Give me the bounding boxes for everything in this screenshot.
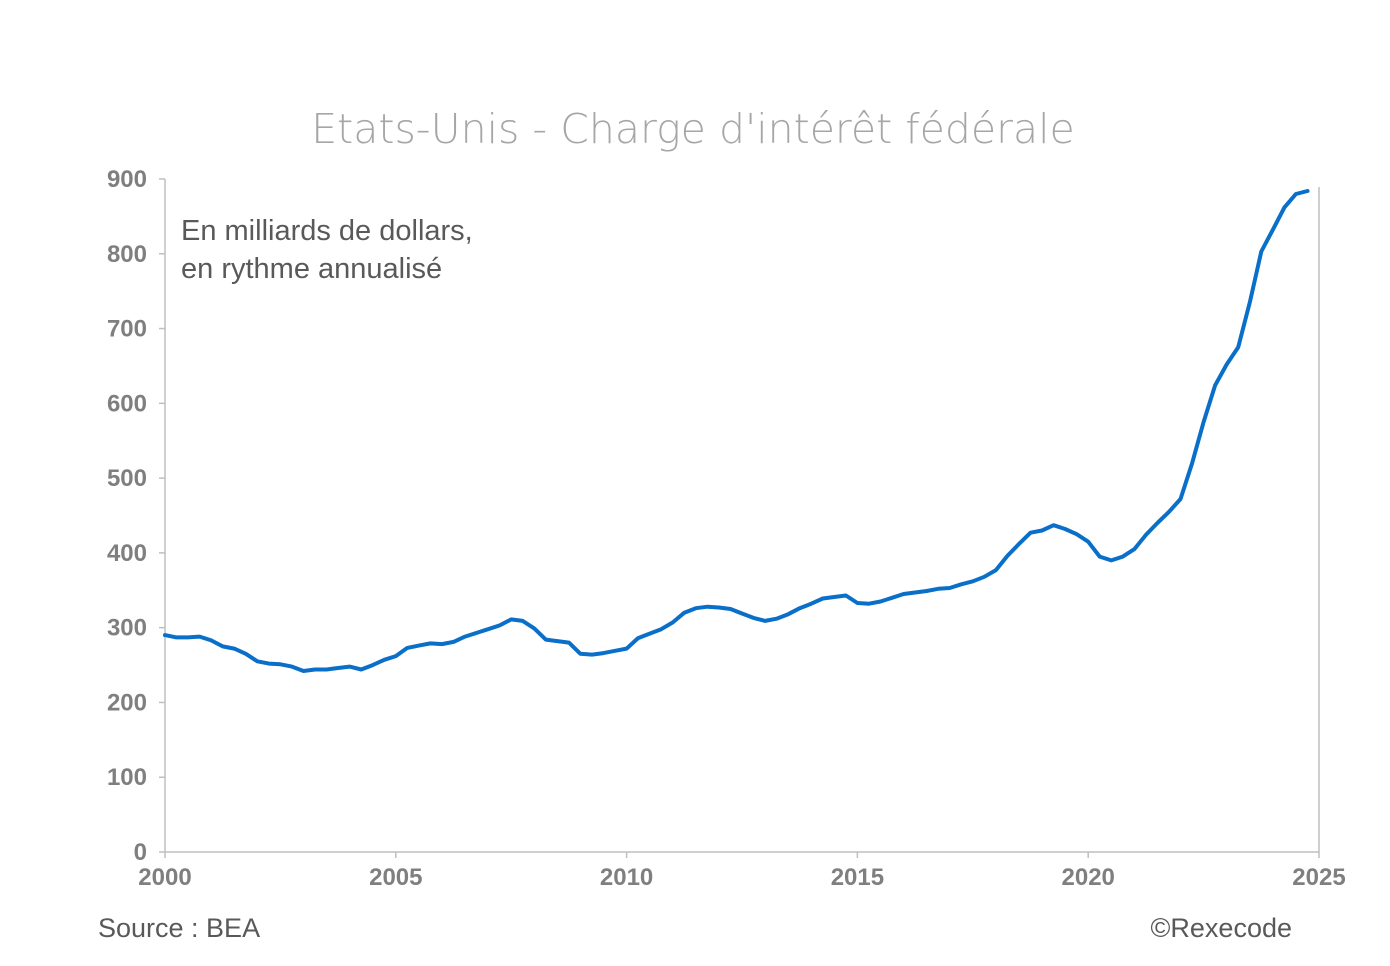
y-tick-label: 100	[107, 764, 147, 791]
y-tick-label: 800	[107, 241, 147, 268]
x-tick-label: 2010	[600, 864, 653, 891]
y-tick-label: 500	[107, 465, 147, 492]
credit-label: ©Rexecode	[1151, 913, 1292, 943]
y-tick-label: 200	[107, 689, 147, 716]
y-tick-label: 600	[107, 390, 147, 417]
source-label: Source : BEA	[98, 913, 260, 943]
series-layer	[163, 189, 1310, 673]
y-tick-label: 300	[107, 615, 147, 642]
x-tick-label: 2005	[369, 864, 422, 891]
x-axis-ticks: 2000 2005 2010 2015 2020 2025	[138, 852, 1346, 891]
x-tick-label: 2020	[1062, 864, 1115, 891]
chart-title: Etats-Unis - Charge d'intérêt fédérale	[311, 105, 1074, 153]
unit-annotation-line2: en rythme annualisé	[181, 253, 442, 285]
y-tick-label: 900	[107, 166, 147, 193]
y-tick-label: 400	[107, 540, 147, 567]
y-axis-ticks: 0 100 200 300 400 500 600 700 800 900	[107, 166, 165, 866]
series-line	[163, 189, 1310, 673]
x-tick-label: 2000	[138, 864, 191, 891]
unit-annotation-line1: En milliards de dollars,	[181, 215, 473, 247]
x-tick-label: 2025	[1292, 864, 1345, 891]
y-tick-label: 0	[134, 839, 147, 866]
y-tick-label: 700	[107, 316, 147, 343]
x-tick-label: 2015	[831, 864, 884, 891]
